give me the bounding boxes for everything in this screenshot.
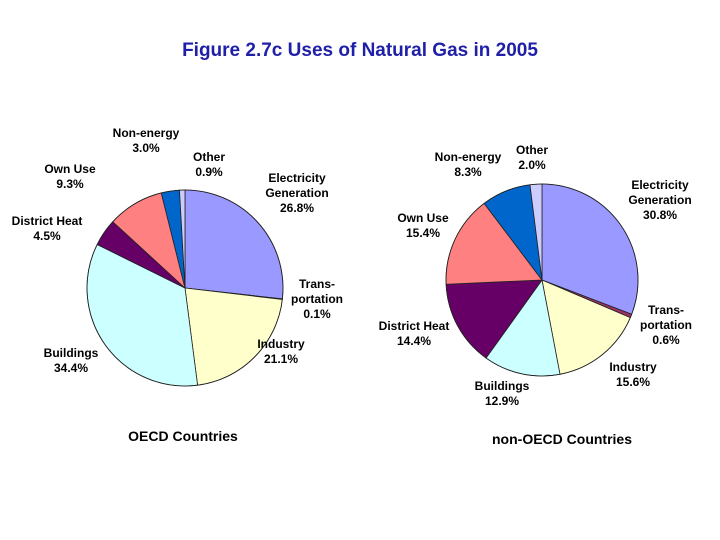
slice-label-transportation: Trans-portation 0.1% (291, 277, 343, 321)
slice-label-buildings: Buildings 12.9% (475, 379, 530, 408)
chart-subtitle: non-OECD Countries (492, 431, 632, 447)
pie-outline (86, 189, 284, 387)
slice-label-other: Other 2.0% (516, 143, 548, 172)
page-title: Figure 2.7c Uses of Natural Gas in 2005 (182, 40, 538, 61)
slice-label-own-use: Own Use 9.3% (44, 162, 96, 191)
slice-label-transportation: Trans-portation 0.6% (640, 303, 692, 347)
slice-label-industry: Industry 15.6% (609, 360, 657, 389)
slice-label-district-heat: District Heat 4.5% (12, 214, 83, 243)
pie-outline (445, 183, 639, 377)
slice-label-other: Other 0.9% (193, 150, 225, 179)
slice-label-nonenergy: Non-energy 8.3% (435, 150, 502, 179)
slice-label-buildings: Buildings 34.4% (44, 346, 99, 375)
chart-subtitle: OECD Countries (128, 428, 238, 444)
non-oecd-pie-chart: Electricity Generation 30.8% Trans-portatio… (379, 143, 692, 447)
slice-label-district-heat: District Heat 14.4% (379, 319, 450, 348)
oecd-pie-chart: Electricity Generation 26.8% Trans-portatio… (12, 126, 343, 444)
slice-label-own-use: Own Use 15.4% (397, 211, 449, 240)
slice-label-industry: Industry 21.1% (257, 337, 305, 366)
slice-label-electricity-generation: Electricity Generation 26.8% (265, 171, 328, 215)
pie-slice-electricity-generation (184, 189, 284, 300)
slice-label-nonenergy: Non-energy 3.0% (113, 126, 180, 155)
slice-label-electricity-generation: Electricity Generation 30.8% (628, 178, 691, 222)
